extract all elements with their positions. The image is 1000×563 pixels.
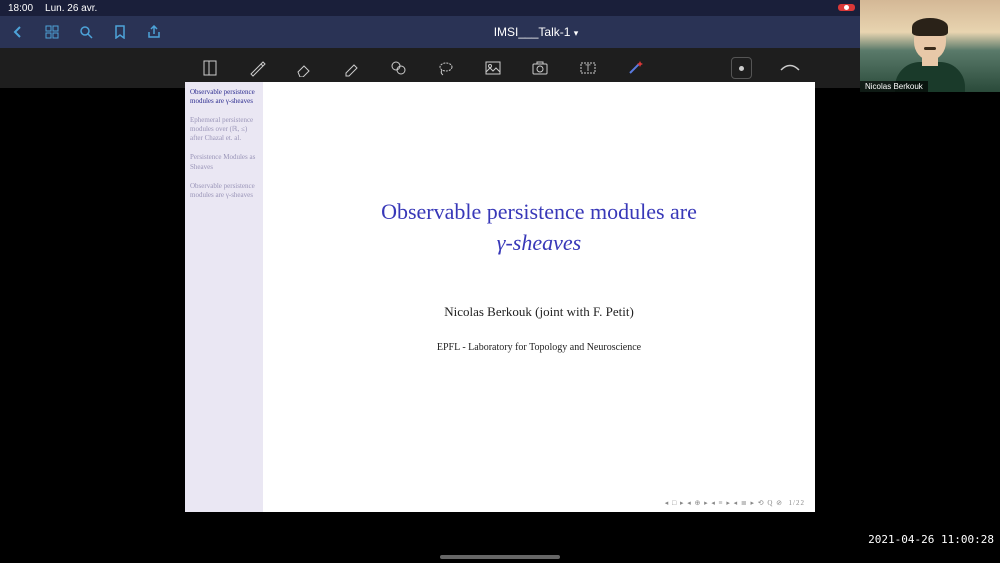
outline-item[interactable]: Persistence Modules as Sheaves	[190, 153, 258, 171]
wand-icon[interactable]	[625, 58, 644, 78]
color-dot-icon[interactable]	[731, 57, 752, 79]
slide-affiliation: EPFL - Laboratory for Topology and Neuro…	[293, 342, 785, 353]
slide-title: Observable persistence modules are γ-she…	[293, 197, 785, 259]
outline-item[interactable]: Observable persistence modules are γ-she…	[190, 88, 258, 106]
app-nav-bar: IMSI___Talk-1 ▾	[0, 16, 1000, 48]
stroke-icon[interactable]	[780, 58, 800, 78]
page-icon[interactable]	[200, 58, 219, 78]
text-icon[interactable]: T	[578, 58, 597, 78]
thumbnails-icon[interactable]	[44, 24, 60, 40]
svg-text:T: T	[585, 63, 591, 73]
share-icon[interactable]	[146, 24, 162, 40]
shapes-icon[interactable]	[389, 58, 408, 78]
slide-outline-sidebar: Observable persistence modules are γ-she…	[185, 82, 263, 512]
home-indicator[interactable]	[440, 555, 560, 559]
outline-item[interactable]: Ephemeral persistence modules over (ℝ, ≤…	[190, 116, 258, 143]
presenter-name-label: Nicolas Berkouk	[860, 81, 928, 92]
recording-badge	[838, 4, 855, 11]
document-title[interactable]: IMSI___Talk-1 ▾	[180, 25, 892, 39]
lasso-icon[interactable]	[436, 58, 455, 78]
back-icon[interactable]	[10, 24, 26, 40]
presenter-webcam[interactable]: Nicolas Berkouk	[860, 0, 1000, 92]
eraser-icon[interactable]	[295, 58, 314, 78]
status-time: 18:00	[8, 3, 33, 14]
outline-item[interactable]: Observable persistence modules are γ-she…	[190, 182, 258, 200]
camera-icon[interactable]	[531, 58, 550, 78]
status-date: Lun. 26 avr.	[45, 3, 97, 14]
slide-nav-footer[interactable]: ◂ □ ▸ ◂ ⊕ ▸ ◂ ≡ ▸ ◂ ≣ ▸ ⟲ Q ⊘ 1/22	[665, 499, 805, 507]
slide-viewport: Observable persistence modules are γ-she…	[185, 82, 815, 512]
highlighter-icon[interactable]	[342, 58, 361, 78]
image-icon[interactable]	[484, 58, 503, 78]
slide-body: Observable persistence modules are γ-she…	[263, 82, 815, 512]
slide-author: Nicolas Berkouk (joint with F. Petit)	[293, 304, 785, 320]
recording-timestamp: 2021-04-26 11:00:28	[862, 531, 1000, 548]
pen-icon[interactable]	[247, 58, 266, 78]
search-icon[interactable]	[78, 24, 94, 40]
bookmark-icon[interactable]	[112, 24, 128, 40]
